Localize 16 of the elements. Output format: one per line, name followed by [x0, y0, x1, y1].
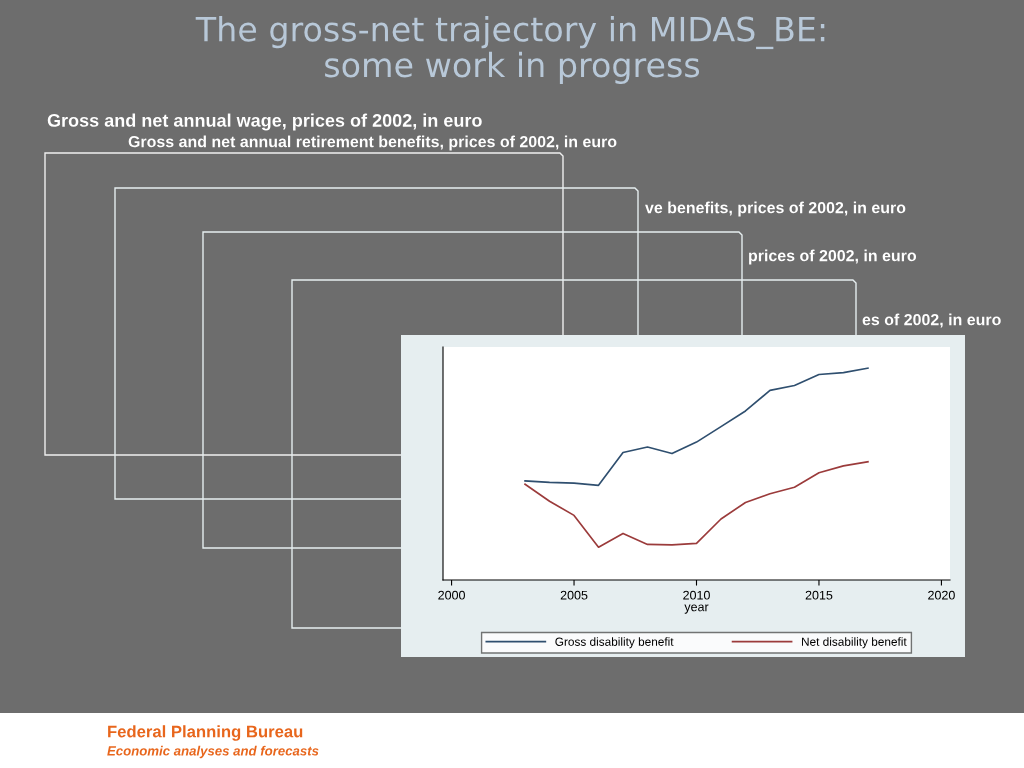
- legend-label: Net disability benefit: [802, 637, 907, 649]
- x-tick-label: 2010: [683, 590, 710, 600]
- text: Economic analyses and forecasts: [107, 745, 319, 759]
- text: ve benefits, prices of 2002, in euro: [645, 201, 906, 217]
- text: es of 2002, in euro: [862, 313, 1001, 328]
- x-tick-label: 2005: [560, 590, 588, 600]
- x-axis-title: year: [684, 604, 709, 614]
- text: Federal Planning Bureau: [108, 725, 303, 741]
- x-tick-label: 2020: [928, 590, 955, 600]
- text: Gross and net annual wage, prices of 2002, in euro: [47, 113, 482, 131]
- text: Gross and net annual retirement benefits, prices of 2002, in euro: [128, 135, 617, 151]
- legend-label: Gross disability benefit: [555, 637, 674, 649]
- x-tick-label: 2015: [805, 590, 833, 600]
- x-tick-label: 2000: [438, 590, 465, 600]
- text: prices of 2002, in euro: [749, 249, 917, 265]
- chart-title: The gross-net trajectory in MIDAS_BE: some work in progress: [195, 15, 825, 84]
